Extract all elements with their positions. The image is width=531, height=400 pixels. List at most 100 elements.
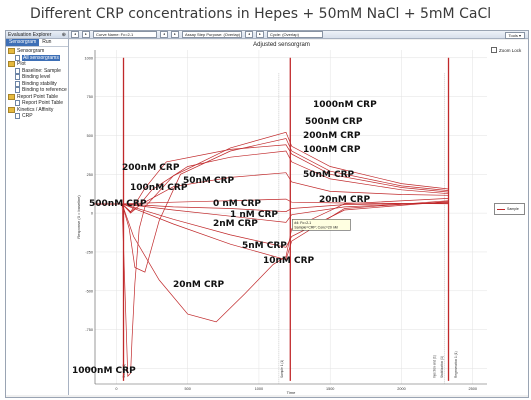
tree-item[interactable]: CRP xyxy=(6,113,68,120)
previous-curve-button[interactable]: ◂ xyxy=(71,31,79,38)
x-tick-label: 0 xyxy=(115,387,117,391)
sensorgram-panel: -1000 -750 -500 -250 0 250 500 750 1000 0 500 1000 1… xyxy=(69,40,528,395)
tree-item-label: Baseline: Sample xyxy=(22,67,61,74)
concentration-annotation: 100nM CRP xyxy=(130,183,188,193)
concentration-annotation: 1000nM CRP xyxy=(313,100,377,110)
concentration-annotation: 0 nM CRP xyxy=(213,199,262,209)
sensorgram-curve[interactable] xyxy=(95,144,449,213)
x-tick-label: 2000 xyxy=(397,387,405,391)
folder-icon xyxy=(8,48,15,55)
tree-item-label: Report Point Table xyxy=(17,93,59,100)
next-assay-step-button[interactable]: ▸ xyxy=(171,31,179,38)
x-tick-label: 1000 xyxy=(255,387,263,391)
document-icon xyxy=(15,87,20,94)
tree-item-label: Report Point Table xyxy=(22,100,64,106)
document-icon xyxy=(15,67,20,74)
concentration-annotation: 2nM CRP xyxy=(213,219,258,229)
legend-swatch xyxy=(497,208,505,210)
tree-item-label: Plot xyxy=(17,61,26,67)
y-tick-label: 250 xyxy=(87,173,93,177)
previous-assay-step-button[interactable]: ◂ xyxy=(160,31,168,38)
sensorgram-chart[interactable]: -1000 -750 -500 -250 0 250 500 750 1000 0 500 1000 1… xyxy=(69,40,528,395)
tree-item-label: Sensorgram xyxy=(17,48,45,54)
sensorgram-curve[interactable] xyxy=(95,200,449,261)
tooltip-curve-name: #4: Fc=2-1 xyxy=(294,221,311,225)
event-marker-label: Stabilization (1) xyxy=(440,356,444,378)
concentration-annotation: 50nM CRP xyxy=(303,170,355,180)
document-icon xyxy=(15,54,20,61)
sensorgram-curve[interactable] xyxy=(95,150,449,214)
chart-title: Adjusted sensorgram xyxy=(253,42,310,48)
tree-item-label: CRP xyxy=(22,113,33,119)
next-curve-button[interactable]: ▸ xyxy=(82,31,90,38)
sensorgram-curve[interactable] xyxy=(95,201,449,223)
toolbar: ◂ ▸ Curve Name: Fc=2-1 ◂ ▸ Assay Step Pu… xyxy=(69,31,528,39)
event-marker-label: Regeneration 1 (1) xyxy=(454,351,458,378)
tree-item[interactable]: Binding stability xyxy=(6,81,68,88)
concentration-annotation: 200nM CRP xyxy=(303,131,361,141)
zoom-lock-control[interactable]: Zoom Lock xyxy=(491,47,521,53)
previous-cycle-button[interactable]: ◂ xyxy=(245,31,253,38)
tree-item-label: Kinetics / Affinity xyxy=(17,106,54,113)
explorer-title: Evaluation Explorer xyxy=(8,31,52,38)
document-icon xyxy=(15,113,20,120)
x-axis-label: Time xyxy=(287,390,297,395)
tree-item[interactable]: Kinetics / Affinity xyxy=(6,107,68,114)
sensorgram-curve[interactable] xyxy=(95,138,449,273)
x-tick-label: 1500 xyxy=(326,387,334,391)
tools-menu-button[interactable]: Tools ▾ xyxy=(504,32,525,39)
tab-run[interactable]: Run xyxy=(42,39,52,45)
y-tick-label: 750 xyxy=(87,95,93,99)
assay-step-selector[interactable]: Assay Step Purpose: (Overlap) xyxy=(182,31,242,38)
explorer-tabs: Sensorgram Run xyxy=(6,39,68,47)
tree-item[interactable]: Report Point Table xyxy=(6,94,68,101)
concentration-annotation: 5nM CRP xyxy=(242,241,287,251)
tree-item[interactable]: Plot xyxy=(6,61,68,68)
tree-item-label: All sensorgrams xyxy=(22,54,60,61)
tree-item[interactable]: Report Point Table xyxy=(6,100,68,107)
document-icon xyxy=(15,80,20,87)
curve-name-selector[interactable]: Curve Name: Fc=2-1 xyxy=(93,31,157,38)
concentration-annotation: 20nM CRP xyxy=(173,280,225,290)
tree-item-label: Binding stability xyxy=(22,80,57,87)
evaluation-explorer: Evaluation Explorer ⊕ Sensorgram Run Sen… xyxy=(6,31,69,395)
tree-item-label: Binding to reference xyxy=(22,87,67,93)
tree-item[interactable]: Baseline: Sample xyxy=(6,68,68,75)
tree-item-label: Binding level xyxy=(22,74,51,80)
sensorgram-curve[interactable] xyxy=(95,201,449,248)
concentration-annotation: 50nM CRP xyxy=(183,176,235,186)
tree-item[interactable]: Binding to reference xyxy=(6,87,68,94)
folder-icon xyxy=(8,61,15,68)
chart-legend: Sample xyxy=(494,203,525,215)
cycle-selector[interactable]: Cycle: (Overlap) xyxy=(267,31,323,38)
concentration-annotation: 500nM CRP xyxy=(89,199,147,209)
sensorgram-curve[interactable] xyxy=(95,198,449,205)
zoom-lock-label: Zoom Lock xyxy=(499,47,522,53)
y-tick-label: 0 xyxy=(91,212,93,216)
tree-item[interactable]: All sensorgrams xyxy=(6,54,68,61)
concentration-annotation: 1 nM CRP xyxy=(230,210,279,220)
event-marker-label: Injection end (1) xyxy=(433,355,437,378)
concentration-annotation: 500nM CRP xyxy=(305,117,363,127)
curve-tooltip xyxy=(292,219,351,231)
sensorgram-curve[interactable] xyxy=(95,202,449,212)
legend-label: Sample xyxy=(507,207,519,211)
x-tick-label: 500 xyxy=(184,387,190,391)
y-axis-label: Response (0 = baseline) xyxy=(76,195,81,239)
event-marker-label: Sample 1 (1) xyxy=(280,360,284,378)
tree-item[interactable]: Sensorgram xyxy=(6,48,68,55)
explorer-tree: Sensorgram All sensorgrams Plot Baseline: S… xyxy=(6,47,68,121)
tooltip-sample-info: Sample=CRP; Conc=20 nM xyxy=(294,225,337,229)
concentration-annotation: 1000nM CRP xyxy=(72,366,136,376)
page-title: Different CRP concentrations in Hepes + … xyxy=(30,6,492,22)
next-cycle-button[interactable]: ▸ xyxy=(256,31,264,38)
y-tick-label: 500 xyxy=(87,134,93,138)
sensorgram-curve[interactable] xyxy=(95,172,449,213)
zoom-lock-checkbox[interactable] xyxy=(491,47,497,53)
tab-sensorgram[interactable]: Sensorgram xyxy=(6,39,40,46)
pin-icon[interactable]: ⊕ xyxy=(61,31,66,38)
folder-icon xyxy=(8,93,15,100)
tree-item[interactable]: Binding level xyxy=(6,74,68,81)
biacore-evaluation-window: Evaluation Explorer ⊕ Sensorgram Run Sen… xyxy=(5,30,529,398)
concentration-annotation: 20nM CRP xyxy=(319,195,371,205)
